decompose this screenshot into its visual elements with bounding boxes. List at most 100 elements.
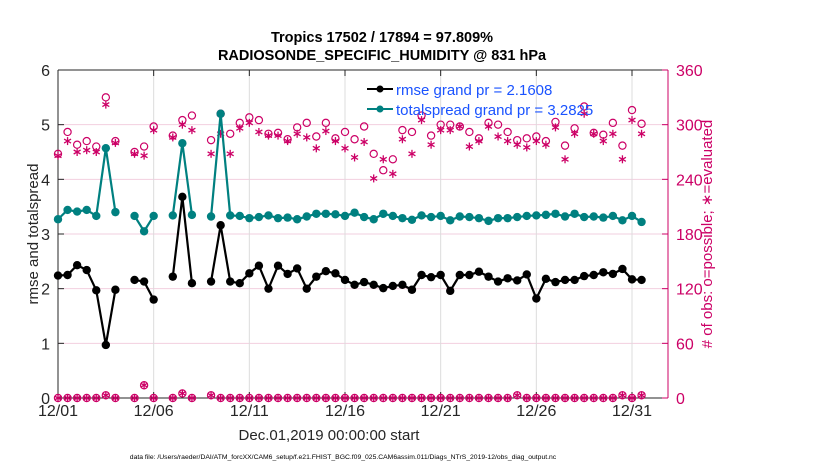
totalspread-point [292,215,302,224]
totalspread-point [235,211,244,221]
obs-evaluated-point [427,140,435,149]
rmse-point [388,281,398,291]
obs-evaluated-point [522,143,531,152]
rmse-point [407,285,417,294]
totalspread-point [369,215,378,224]
obs-evaluated-point [207,149,215,158]
totalspread-point [92,211,101,221]
obs-evaluated-point [111,138,120,147]
obs-low-evaluated-point [322,394,330,402]
obs-evaluated-point [73,148,81,156]
x-axis-label: Dec.01,2019 00:00:00 start [239,427,421,444]
obs-evaluated-point [389,169,397,178]
obs-low-evaluated-point [599,394,608,402]
totalspread-point [407,215,417,224]
obs-possible-point [139,142,149,151]
totalspread-point [446,216,455,225]
rmse-line [209,225,642,302]
obs-evaluated-point [551,123,560,132]
obs-evaluated-point [283,137,292,146]
totalspread-line [209,113,643,223]
obs-low-evaluated-point [542,394,550,402]
obs-evaluated-point [369,174,378,183]
totalspread-point [321,209,331,218]
legend: rmse grand pr = 2.1608 totalspread grand… [367,82,593,119]
obs-evaluated-point [446,126,455,135]
totalspread-point [149,211,158,221]
obs-low-evaluated-point [92,394,101,402]
rmse-point [589,270,598,280]
obs-low-evaluated-point [255,394,263,402]
y-tick-label-left: 4 [41,172,50,189]
obs-possible-point [426,131,436,140]
rmse-point [302,284,311,293]
obs-low-evaluated-point [475,394,483,402]
obs-evaluated-point [532,137,541,146]
obs-low-evaluated-point [446,394,455,402]
totalspread-point [331,210,340,219]
obs-possible-point [302,118,311,128]
rmse-point [283,269,292,279]
totalspread-point [436,211,445,221]
totalspread-point [340,211,350,221]
rmse-point [92,286,101,295]
obs-evaluated-point [628,116,636,125]
obs-possible-point [493,120,503,129]
rmse-point [340,275,350,285]
obs-low-evaluated-point [436,394,445,402]
rmse-point [292,264,302,273]
obs-evaluated-point [312,144,321,153]
obs-low-evaluated-point [503,394,512,402]
rmse-point [570,275,579,285]
rmse-point [618,264,627,274]
obs-evaluated-point [580,109,588,118]
chart-title-line2: RADIOSONDE_SPECIFIC_HUMIDITY @ 831 hPa [218,48,547,64]
totalspread-point [503,213,512,223]
obs-low-evaluated-point [54,394,62,402]
y-tick-label-right: 180 [676,227,703,244]
obs-evaluated-point [140,151,148,160]
totalspread-point [589,212,598,221]
obs-low-evaluated-point [532,394,541,402]
obs-possible-point [618,141,627,150]
obs-low-evaluated-point [570,394,579,402]
totalspread-point [206,212,216,221]
totalspread-point [426,212,436,222]
rmse-point [350,280,359,290]
obs-possible-point [407,127,417,137]
totalspread-point [283,213,292,222]
totalspread-point [130,211,139,221]
rmse-point [436,270,445,280]
rmse-point [398,280,407,290]
x-tick-label: 12/06 [134,403,174,420]
legend-totalspread-marker [376,105,384,113]
obs-evaluated-point [82,146,91,155]
obs-low-evaluated-point [331,394,340,402]
obs-low-evaluated-point [628,394,636,402]
y-tick-label-right: 240 [676,172,703,189]
obs-low-evaluated-point [140,381,148,390]
obs-evaluated-point [178,120,187,129]
obs-possible-point [369,149,378,159]
obs-low-evaluated-point [427,394,435,402]
totalspread-point [455,212,464,221]
obs-evaluated-point [188,126,196,135]
obs-evaluated-point [245,118,254,127]
totalspread-point [627,211,637,221]
rmse-point [579,271,589,281]
totalspread-point [168,211,177,220]
totalspread-point [245,213,254,223]
obs-low-evaluated-point [63,394,72,402]
obs-evaluated-point [484,122,493,131]
obs-possible-point [465,127,474,137]
obs-low-evaluated-point [274,394,282,402]
totalspread-point [72,207,82,216]
y-tick-label-right: 300 [676,118,703,135]
obs-possible-point [101,93,111,102]
rmse-point [379,283,388,293]
rmse-point [560,275,570,285]
obs-evaluated-point [637,129,646,138]
rmse-line [171,196,194,284]
rmse-point [599,268,608,277]
rmse-point [111,285,120,294]
